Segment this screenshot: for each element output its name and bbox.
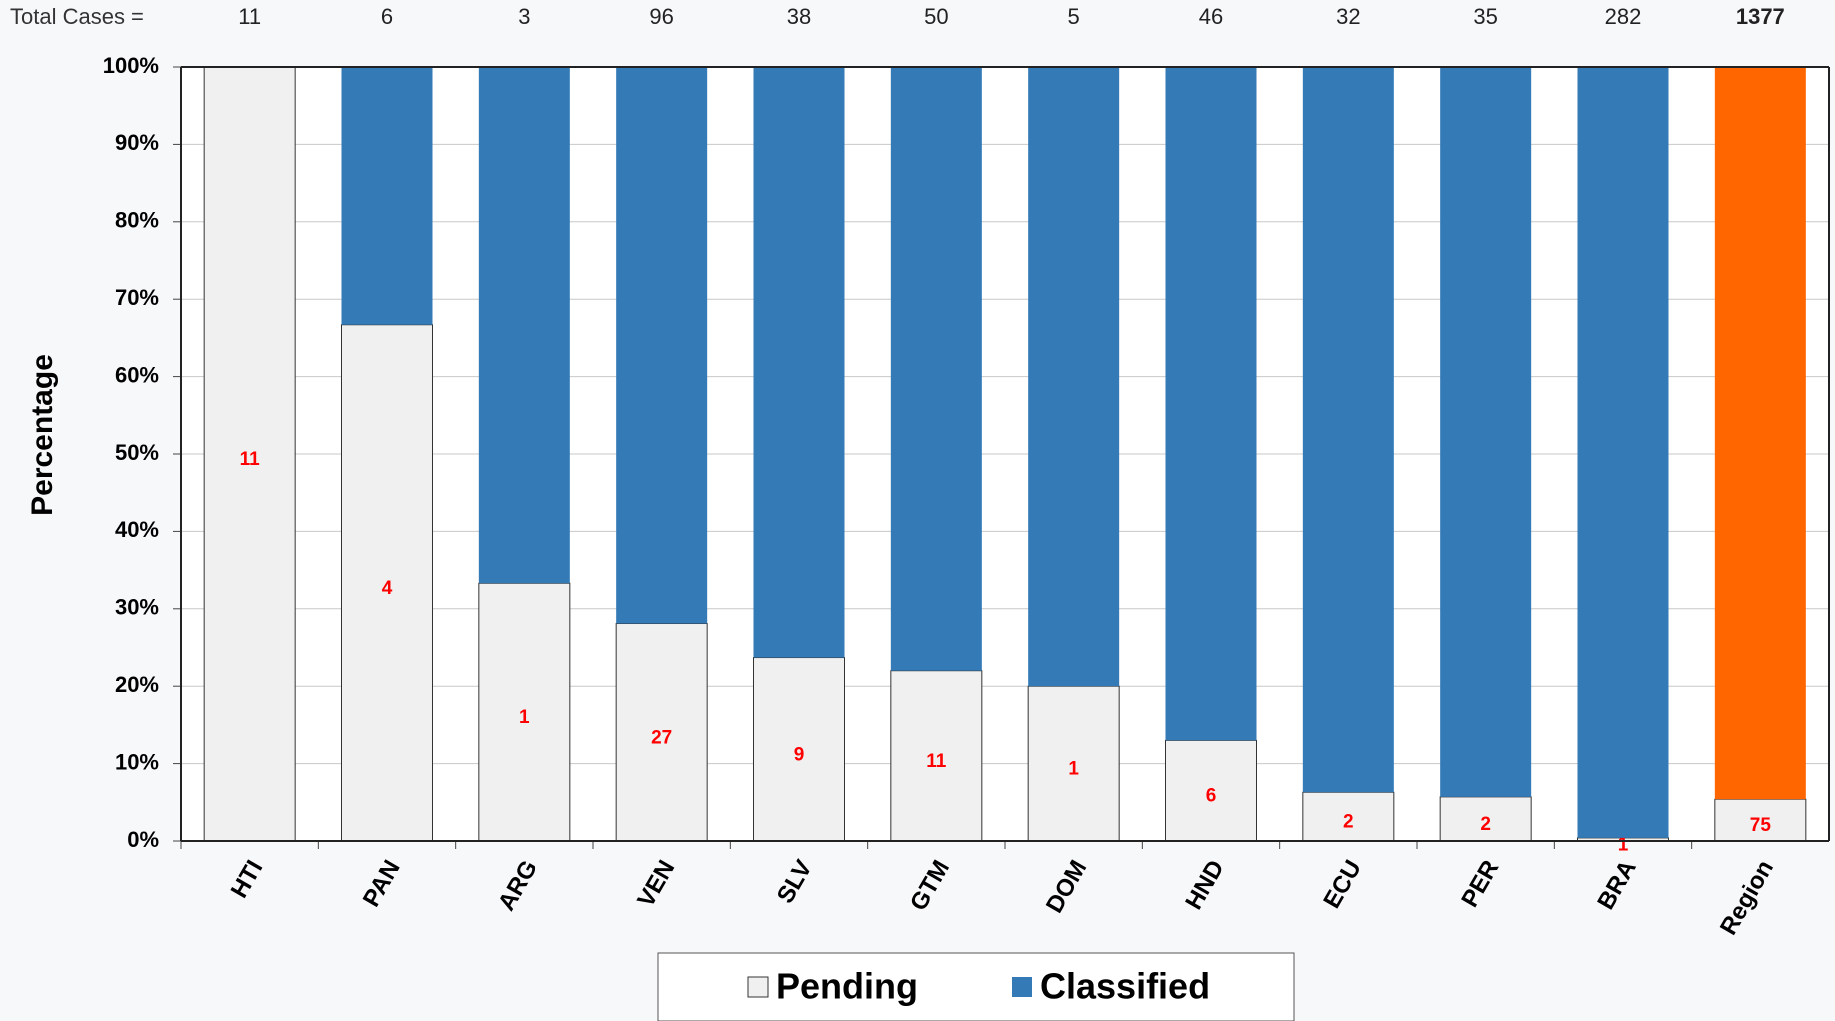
classified-bar <box>478 67 570 584</box>
classified-bar <box>1302 67 1394 793</box>
pending-bar <box>478 582 571 842</box>
pending-count: 75 <box>1750 815 1772 836</box>
total-cases: 5 <box>1068 4 1080 29</box>
pending-count: 9 <box>794 744 805 765</box>
classified-bar <box>1714 67 1806 800</box>
total-cases: 96 <box>649 4 673 29</box>
total-cases: 50 <box>924 4 948 29</box>
legend-label: Classified <box>1040 966 1210 1007</box>
classified-bar <box>341 67 433 325</box>
pending-bar <box>341 324 433 842</box>
y-tick-label: 50% <box>115 440 159 465</box>
pending-bar <box>615 623 708 842</box>
y-tick-label: 60% <box>115 362 159 387</box>
total-cases: 1377 <box>1736 4 1785 29</box>
pending-count: 1 <box>1068 759 1079 780</box>
pending-bar <box>1165 739 1257 842</box>
y-tick-label: 0% <box>127 827 159 852</box>
pending-count: 2 <box>1480 814 1491 835</box>
total-cases: 3 <box>518 4 530 29</box>
pending-bar <box>1714 798 1807 842</box>
y-tick-label: 70% <box>115 285 159 310</box>
y-tick-label: 40% <box>115 517 159 542</box>
classified-bar <box>1165 67 1257 741</box>
y-tick-label: 80% <box>115 208 159 233</box>
pending-count: 1 <box>1618 834 1629 855</box>
classified-bar <box>1440 67 1532 797</box>
total-cases: 282 <box>1605 4 1642 29</box>
y-tick-label: 30% <box>115 595 159 620</box>
classified-bar <box>753 67 845 658</box>
classified-bar <box>616 67 708 624</box>
pending-count: 1 <box>519 707 530 728</box>
total-cases: 11 <box>238 4 261 29</box>
y-tick-label: 90% <box>115 130 159 155</box>
totals-label: Total Cases = <box>10 4 144 29</box>
pending-bar <box>1027 685 1120 842</box>
pending-count: 4 <box>382 578 393 599</box>
total-cases: 35 <box>1473 4 1497 29</box>
pending-count: 27 <box>651 727 672 748</box>
classified-bar <box>1577 67 1669 838</box>
pending-count: 11 <box>240 449 261 470</box>
y-tick-label: 10% <box>115 749 159 774</box>
y-tick-label: 20% <box>115 672 159 697</box>
legend-label: Pending <box>776 966 918 1007</box>
pending-bar <box>203 66 296 842</box>
legend-swatch <box>747 976 769 998</box>
pending-bar <box>890 670 983 842</box>
classified-bar <box>1028 67 1120 687</box>
pending-count: 11 <box>926 751 947 772</box>
legend-swatch <box>1012 977 1032 997</box>
total-cases: 6 <box>381 4 393 29</box>
total-cases: 46 <box>1199 4 1223 29</box>
total-cases: 38 <box>787 4 811 29</box>
y-axis-label: Percentage <box>26 354 59 516</box>
classified-bar <box>890 67 982 671</box>
total-cases: 32 <box>1336 4 1360 29</box>
y-tick-label: 100% <box>103 53 159 78</box>
pending-count: 2 <box>1343 812 1354 833</box>
pending-bar <box>753 657 845 842</box>
pending-count: 6 <box>1206 786 1217 807</box>
